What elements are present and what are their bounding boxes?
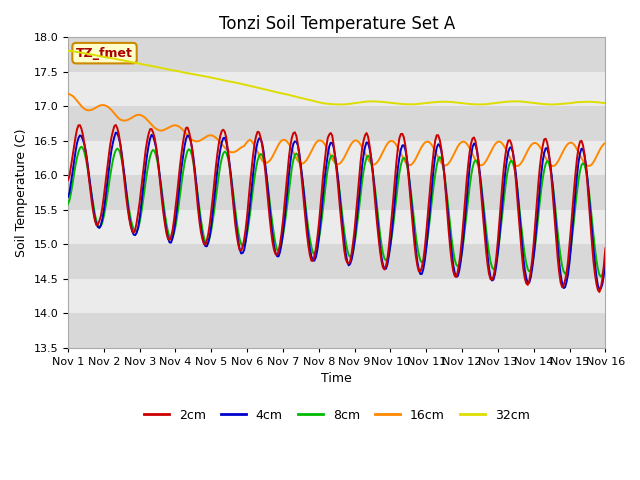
Bar (68, 37, 605, 72)
Legend: 2cm, 4cm, 8cm, 16cm, 32cm: 2cm, 4cm, 8cm, 16cm, 32cm (139, 404, 534, 427)
Bar (68, 107, 605, 141)
Title: Tonzi Soil Temperature Set A: Tonzi Soil Temperature Set A (219, 15, 455, 33)
Bar (68, 175, 605, 210)
Bar (68, 313, 605, 348)
Bar (68, 244, 605, 279)
Bar (68, 72, 605, 107)
Bar (68, 141, 605, 175)
Bar (68, 210, 605, 244)
X-axis label: Time: Time (321, 372, 352, 385)
Bar (68, 279, 605, 313)
Y-axis label: Soil Temperature (C): Soil Temperature (C) (15, 128, 28, 257)
Text: TZ_fmet: TZ_fmet (76, 47, 133, 60)
